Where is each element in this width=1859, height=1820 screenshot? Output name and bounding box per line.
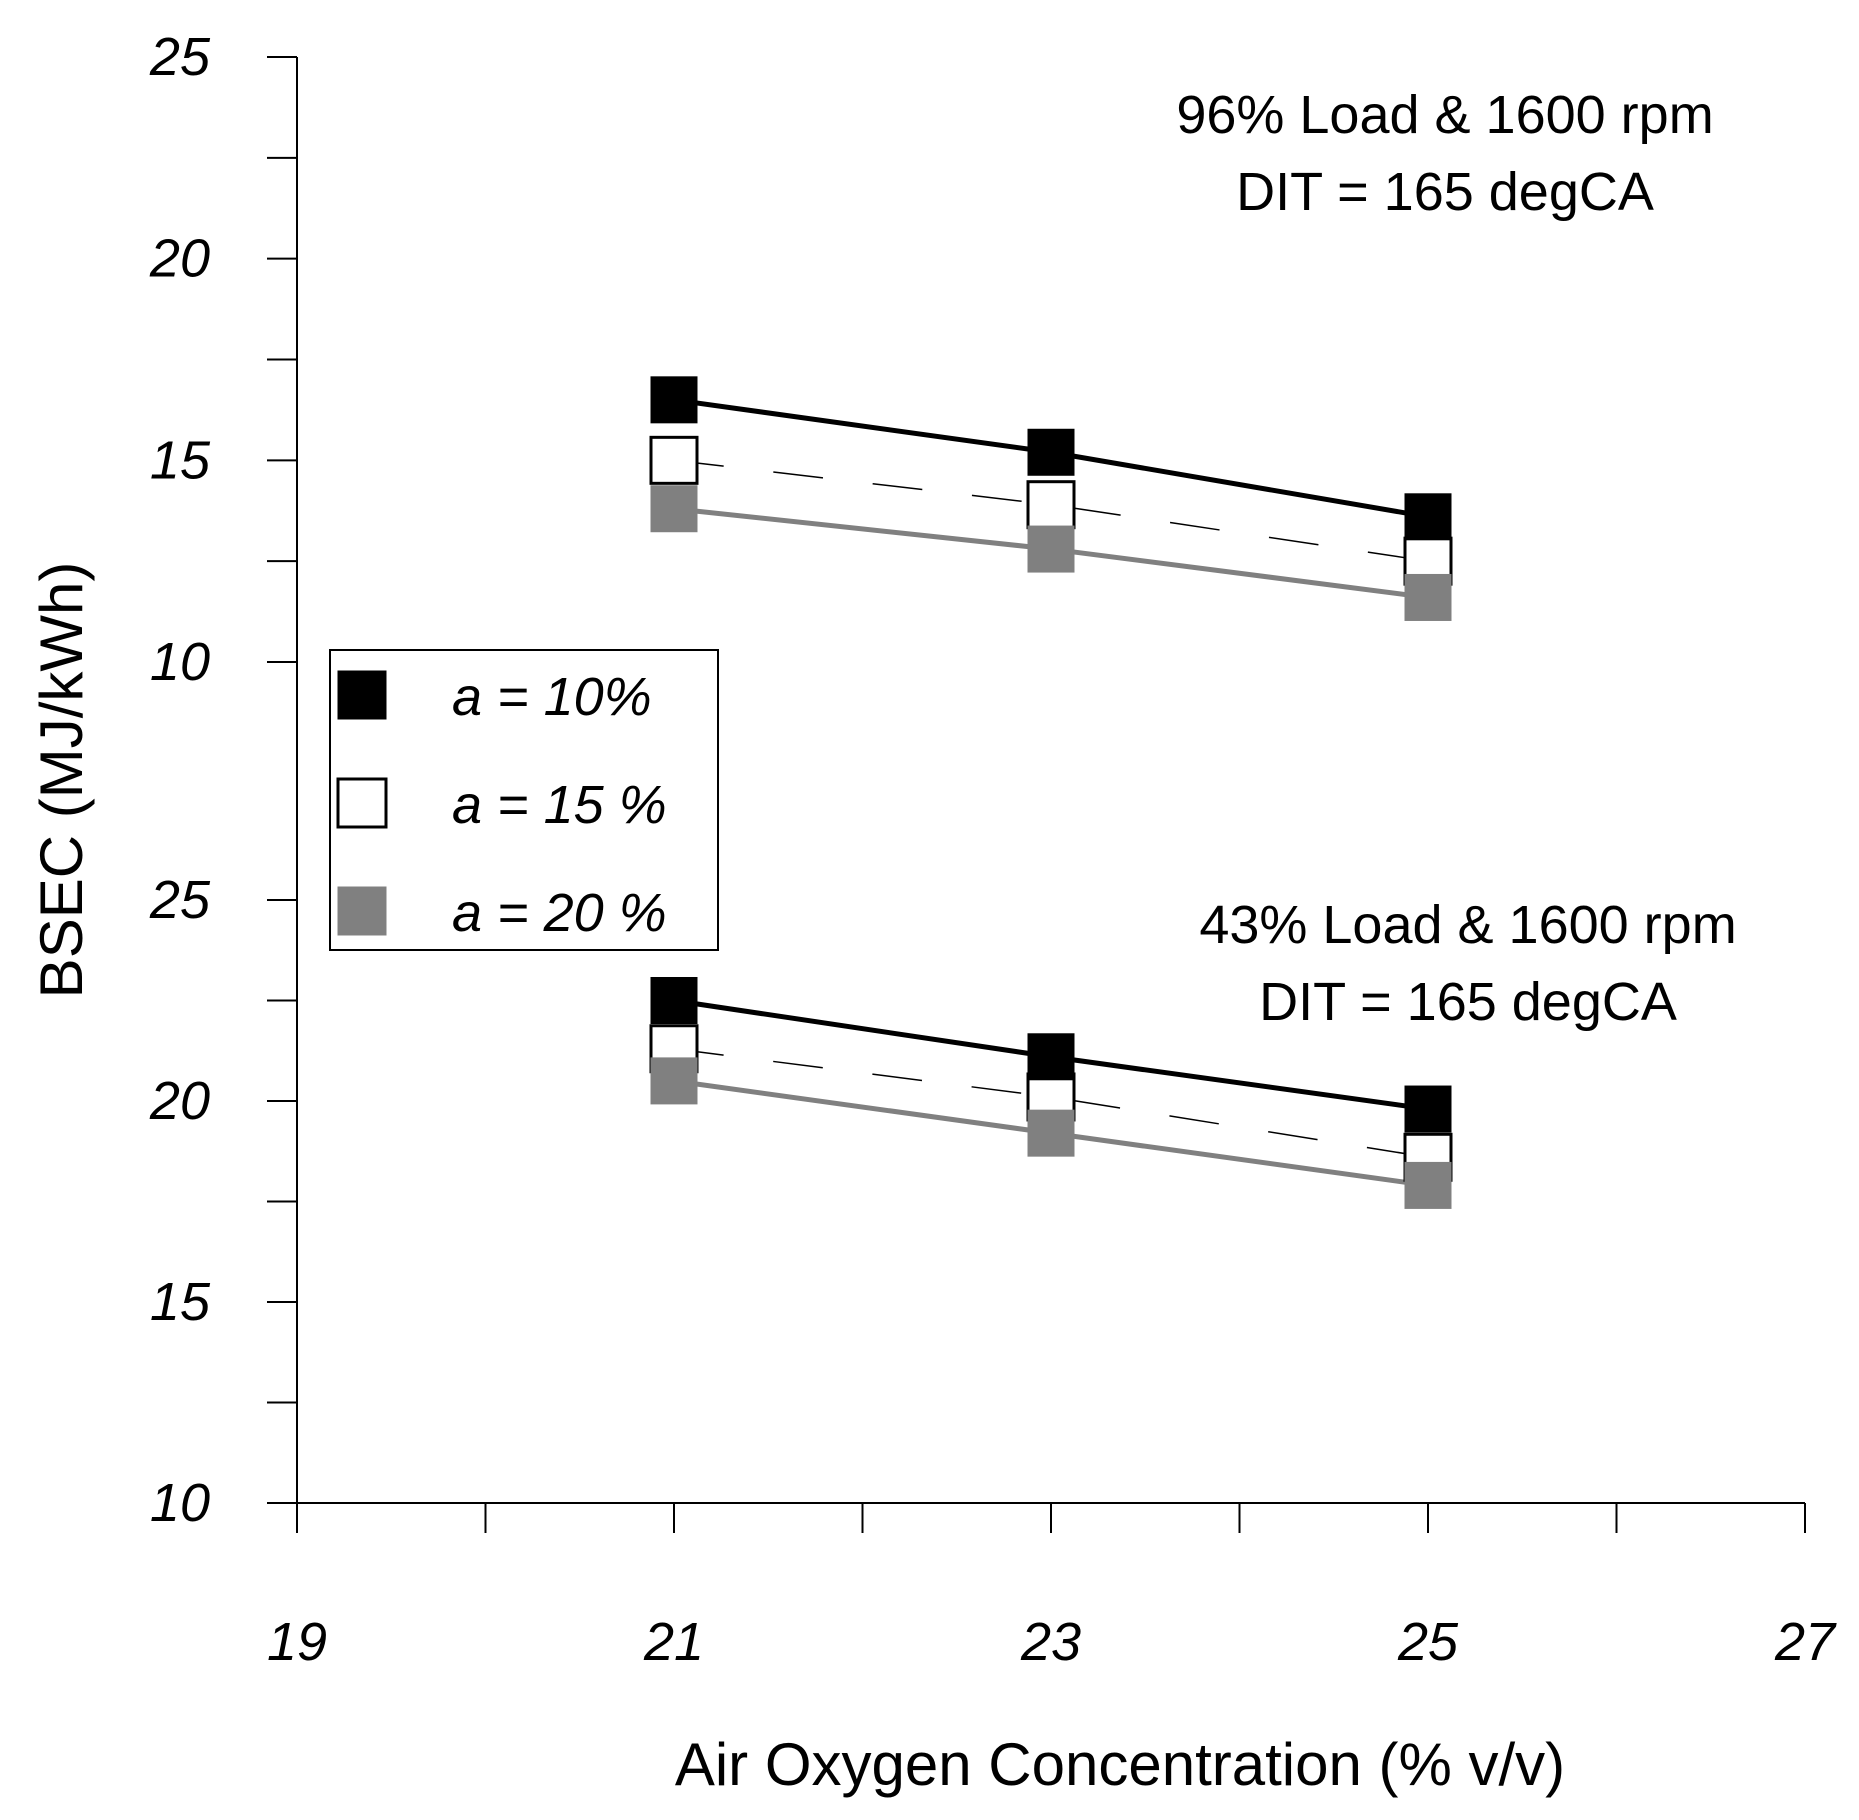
data-point	[1404, 573, 1452, 621]
data-point	[649, 435, 699, 485]
y-tick-label: 15	[150, 430, 211, 490]
x-tick-label: 19	[267, 1612, 327, 1672]
data-point	[650, 1057, 698, 1105]
legend-label: a = 20 %	[452, 883, 667, 943]
y-tick-label: 20	[149, 229, 210, 289]
series-line	[673, 1047, 1429, 1159]
data-point	[1404, 493, 1452, 541]
annotation-line: 96% Load & 1600 rpm	[1176, 85, 1713, 145]
y-tick-label: 10	[150, 1473, 210, 1533]
data-point	[1404, 1161, 1452, 1209]
x-tick-label: 21	[643, 1612, 704, 1672]
panel-lower: 10 15 20 25 43% Load & 1600 rpm DIT = 165 deg…	[149, 870, 1737, 1533]
legend-box	[329, 649, 719, 951]
y-tick-label: 10	[150, 632, 210, 692]
y-tick-label: 25	[149, 870, 211, 930]
data-point	[650, 485, 698, 533]
annotation-line: 43% Load & 1600 rpm	[1199, 895, 1736, 955]
series-line	[673, 459, 1429, 562]
legend: a = 10% a = 15 % a = 20 %	[329, 649, 719, 951]
legend-label: a = 15 %	[452, 775, 667, 835]
x-axis-title: Air Oxygen Concentration (% v/v)	[675, 1731, 1565, 1798]
data-point	[1027, 525, 1075, 573]
annotation-line: DIT = 165 degCA	[1259, 972, 1677, 1032]
y-tick-label: 20	[149, 1071, 210, 1131]
panel-upper: 10 15 20 25 96% Load & 1600 rpm DIT = 165 deg…	[149, 27, 1714, 692]
data-point	[1027, 1033, 1075, 1081]
data-point	[650, 376, 698, 424]
x-tick-label: 27	[1774, 1612, 1837, 1672]
legend-marker	[337, 886, 387, 936]
x-tick-label: 25	[1397, 1612, 1459, 1672]
legend-marker	[336, 777, 388, 829]
axes: 19 21 23 25 27	[267, 57, 1837, 1672]
legend-label: a = 10%	[452, 667, 652, 727]
data-point	[650, 977, 698, 1024]
annotation-line: DIT = 165 degCA	[1236, 162, 1654, 222]
y-axis-title: BSEC (MJ/kWh)	[28, 562, 95, 999]
data-point	[1404, 1085, 1452, 1133]
data-point	[1027, 1109, 1075, 1157]
data-point	[1027, 428, 1075, 476]
plot-panels: 10 15 20 25 96% Load & 1600 rpm DIT = 165 deg…	[149, 27, 1737, 1533]
legend-marker	[337, 670, 387, 720]
x-tick-label: 23	[1020, 1612, 1081, 1672]
data-point	[1026, 480, 1076, 530]
y-tick-label: 15	[150, 1272, 211, 1332]
y-tick-label: 25	[149, 27, 211, 87]
